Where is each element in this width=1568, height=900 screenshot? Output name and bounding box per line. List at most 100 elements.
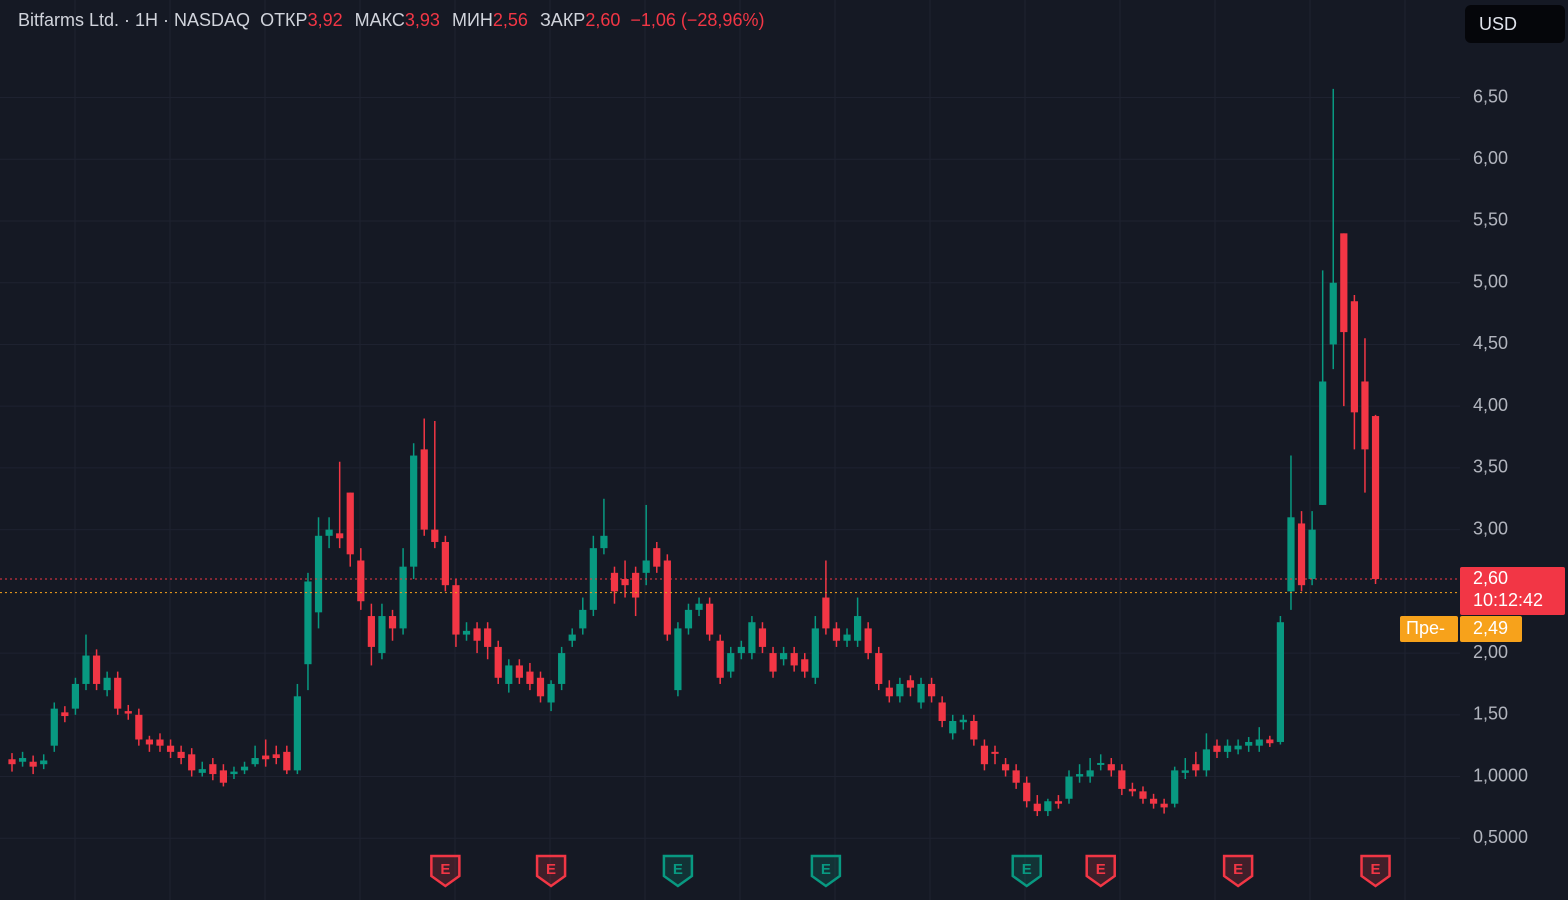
ohlc-field: МАКС3,93	[355, 10, 440, 31]
earnings-marker[interactable]	[1085, 854, 1116, 888]
candle-body	[40, 760, 48, 765]
y-tick-label: 6,00	[1473, 148, 1508, 168]
earnings-label: E	[1096, 861, 1106, 878]
candle-body	[600, 535, 608, 549]
candle-body	[927, 683, 936, 697]
earnings-label: E	[1022, 861, 1032, 878]
candle-body	[1192, 764, 1200, 771]
candle-body	[198, 769, 206, 773]
candle-body	[663, 560, 671, 635]
plot-background	[0, 0, 1460, 900]
candle-body	[82, 655, 90, 684]
candle-body	[484, 628, 492, 647]
candle-body	[1012, 770, 1020, 783]
earnings-marker[interactable]	[662, 854, 694, 888]
premarket-name: Пре-	[1406, 618, 1445, 638]
candle-body	[18, 758, 27, 762]
field-name: МАКС	[354, 10, 405, 30]
field-value: 2,60	[585, 10, 621, 30]
countdown-label: 10:12:42	[1473, 590, 1543, 610]
earnings-marker[interactable]	[1360, 854, 1391, 888]
candle-body	[790, 653, 798, 666]
symbol: Bitfarms Ltd. · 1H · NASDAQ	[18, 10, 251, 30]
candle-body	[346, 492, 354, 555]
candle-body	[61, 712, 69, 717]
candle-body	[420, 449, 428, 530]
candle-body	[114, 677, 122, 709]
candle-body	[1234, 745, 1242, 750]
last-price-box	[1460, 567, 1565, 616]
earnings-marker[interactable]	[810, 854, 842, 888]
candle-body	[103, 677, 111, 691]
candle-body	[716, 640, 724, 678]
candle-body	[727, 653, 735, 672]
candle-body	[970, 720, 978, 740]
currency-button[interactable]: USD	[1465, 5, 1565, 43]
candle-body	[949, 720, 957, 734]
candle-body	[357, 560, 365, 602]
earnings-marker[interactable]	[430, 854, 461, 888]
candle-body	[505, 665, 513, 684]
candle-body	[1255, 739, 1263, 746]
candle-body	[1001, 764, 1010, 771]
candle-body	[1308, 529, 1316, 580]
candle-body	[1350, 301, 1358, 413]
candle-body	[251, 758, 259, 765]
candle-body	[642, 560, 650, 573]
y-tick-label: 0,5000	[1473, 827, 1528, 847]
field-name: ОТКР	[260, 10, 308, 30]
candle-body	[177, 751, 185, 759]
y-tick-label: 4,50	[1473, 333, 1508, 353]
earnings-label: E	[821, 861, 831, 878]
candle-body	[980, 745, 989, 765]
candle-body	[822, 597, 830, 629]
earnings-marker[interactable]	[535, 854, 567, 888]
candle-body	[547, 683, 555, 703]
candle-body	[811, 628, 819, 678]
candle-body	[304, 581, 312, 665]
y-tick-label: 3,50	[1473, 457, 1508, 477]
candle-body	[832, 628, 841, 641]
candle-body	[1097, 762, 1105, 765]
candle-body	[452, 585, 460, 635]
candle-body	[1287, 517, 1295, 592]
earnings-marker[interactable]	[1222, 854, 1254, 888]
candle-body	[536, 677, 545, 697]
candle-body	[1266, 739, 1274, 744]
y-tick-label: 2,00	[1473, 642, 1508, 662]
earnings-marker[interactable]	[1011, 854, 1042, 888]
candle-body	[1202, 749, 1211, 771]
candle-body	[314, 535, 323, 613]
candle-body	[653, 548, 661, 567]
candle-body	[283, 751, 291, 771]
earnings-label: E	[546, 861, 556, 878]
candle-body	[1107, 764, 1115, 771]
candle-body	[262, 755, 270, 760]
candle-body	[758, 628, 767, 647]
candle-body	[579, 609, 587, 629]
premarket-label: 2,49	[1473, 618, 1508, 638]
candle-body	[1223, 745, 1232, 752]
candle-body	[50, 708, 58, 746]
candle-body	[293, 696, 301, 771]
y-tick-label: 1,0000	[1473, 765, 1528, 785]
earnings-label: E	[673, 861, 683, 878]
candle-body	[938, 702, 946, 721]
candle-body	[325, 529, 333, 536]
candle-body	[769, 653, 777, 672]
y-tick-label: 3,00	[1473, 518, 1508, 538]
candle-body	[1361, 381, 1369, 450]
candle-body	[1160, 803, 1168, 808]
last-price-label: 2,60	[1473, 568, 1508, 588]
candle-body	[1054, 801, 1063, 804]
candle-body	[8, 759, 16, 765]
candle-body	[1181, 770, 1189, 773]
ohlc-field: ОТКР3,92	[260, 10, 343, 31]
candle-body	[1044, 801, 1052, 812]
y-tick-label: 4,00	[1473, 395, 1508, 415]
candle-body	[621, 579, 629, 586]
candle-body	[1128, 788, 1137, 792]
candle-body	[71, 683, 80, 709]
candle-body	[1340, 233, 1348, 333]
candle-body	[462, 630, 471, 635]
